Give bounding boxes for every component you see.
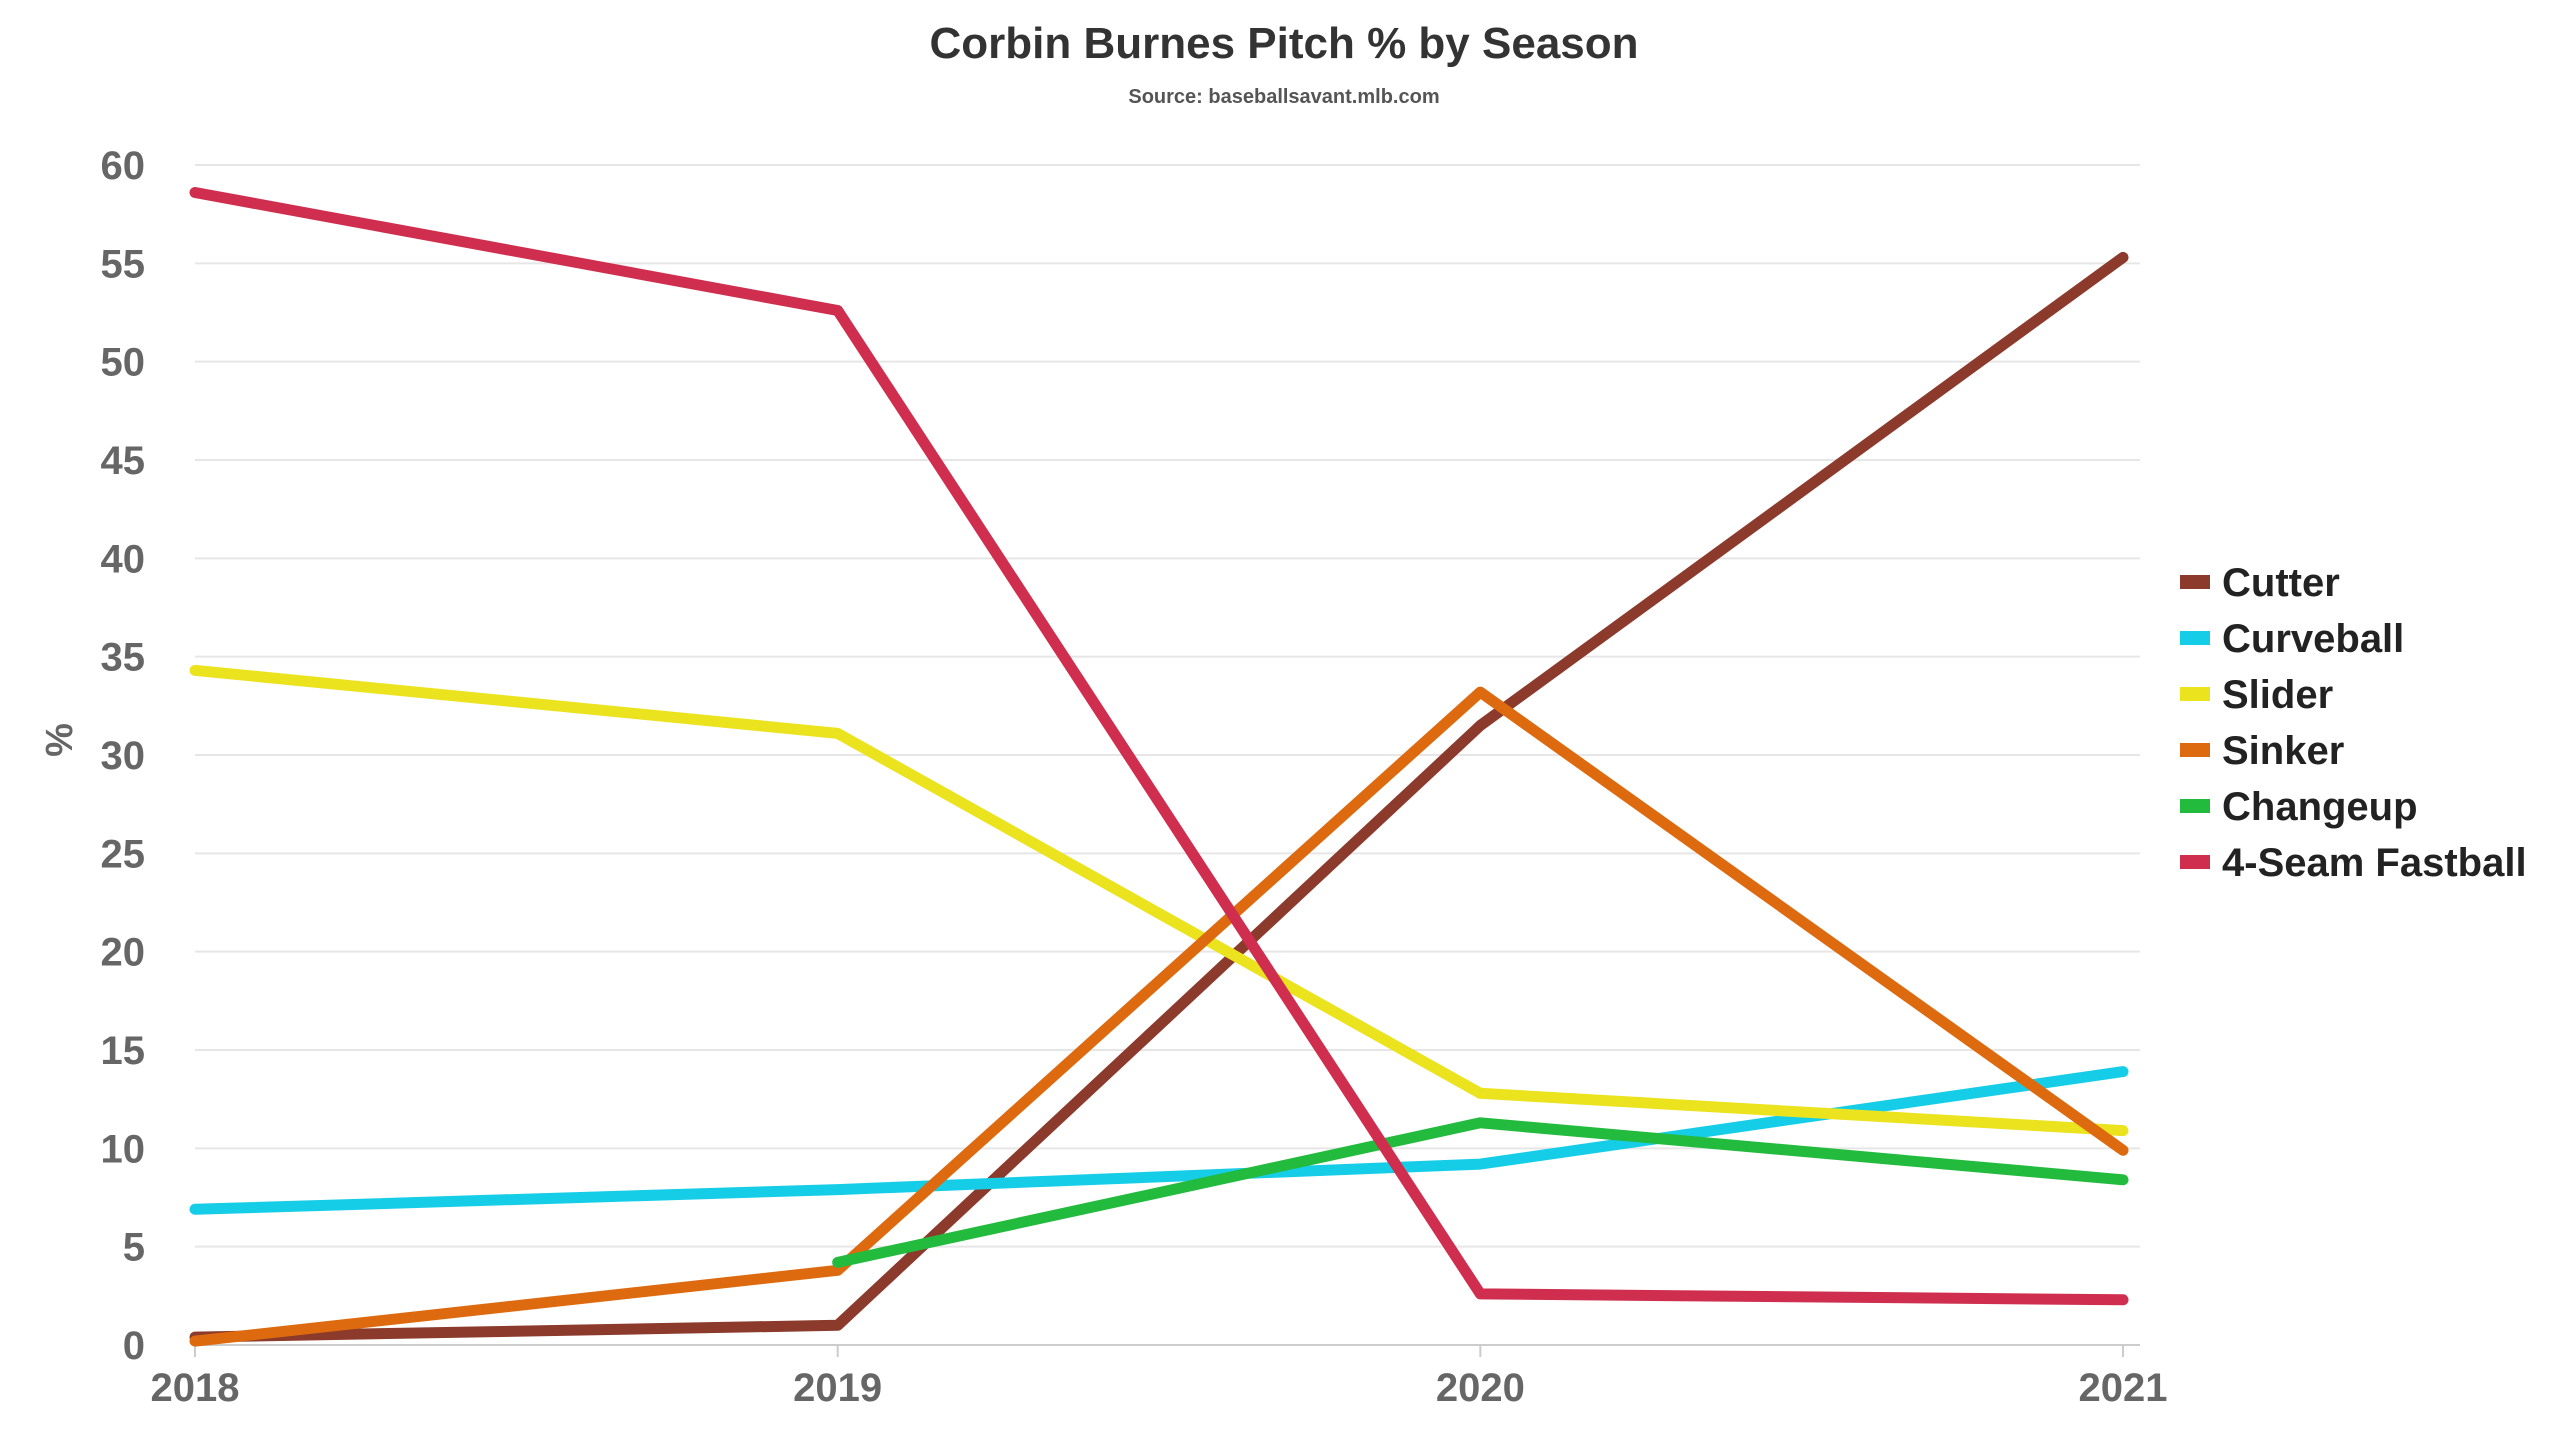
y-tick-label: 45 <box>101 439 146 483</box>
legend-swatch-curveball <box>2180 631 2210 645</box>
legend-swatch-cutter <box>2180 575 2210 589</box>
series-line-changeup <box>832 1117 2129 1268</box>
legend-swatch-sinker <box>2180 743 2210 757</box>
x-tick-label: 2021 <box>2079 1366 2168 1410</box>
gridlines <box>195 164 2140 1346</box>
legend-label-curveball: Curveball <box>2222 617 2404 661</box>
x-axis-ticks: 2018 2019 2020 2021 <box>151 1345 2168 1410</box>
series-lines <box>189 187 2129 1347</box>
legend-label-changeup: Changeup <box>2222 785 2418 829</box>
y-tick-label: 10 <box>101 1127 146 1171</box>
x-tick-label: 2019 <box>793 1366 882 1410</box>
legend-swatch-slider <box>2180 687 2210 701</box>
y-tick-label: 20 <box>101 931 146 975</box>
chart-title: Corbin Burnes Pitch % by Season <box>929 19 1638 68</box>
series-line-cutter <box>189 251 2129 1343</box>
series-line-4-seam-fastball <box>189 187 2129 1306</box>
y-tick-label: 0 <box>123 1324 145 1368</box>
y-tick-label: 50 <box>101 341 146 385</box>
y-tick-label: 25 <box>101 832 146 876</box>
legend-swatch-4-seam-fastball <box>2180 855 2210 869</box>
legend-label-sinker: Sinker <box>2222 729 2344 773</box>
y-tick-label: 40 <box>101 537 146 581</box>
y-tick-label: 15 <box>101 1029 146 1073</box>
series-line-slider <box>189 664 2129 1137</box>
series-line-curveball <box>189 1066 2129 1215</box>
legend: Cutter Curveball Slider Sinker Changeup 4-Sea… <box>2180 561 2527 885</box>
legend-label-slider: Slider <box>2222 673 2333 717</box>
legend-swatch-changeup <box>2180 799 2210 813</box>
x-tick-label: 2020 <box>1436 1366 1525 1410</box>
y-tick-label: 60 <box>101 144 146 188</box>
y-tick-label: 5 <box>123 1226 145 1270</box>
x-tick-label: 2018 <box>151 1366 240 1410</box>
y-tick-label: 55 <box>101 242 146 286</box>
y-axis-ticks: 0 5 10 15 20 25 30 35 40 45 50 55 60 <box>101 144 146 1368</box>
legend-label-cutter: Cutter <box>2222 561 2340 605</box>
legend-label-4-seam-fastball: 4-Seam Fastball <box>2222 841 2527 885</box>
y-axis-label: % <box>39 723 81 757</box>
y-tick-label: 30 <box>101 734 146 778</box>
chart-subtitle: Source: baseballsavant.mlb.com <box>1128 86 1439 108</box>
series-line-sinker <box>189 686 2129 1347</box>
y-tick-label: 35 <box>101 636 146 680</box>
